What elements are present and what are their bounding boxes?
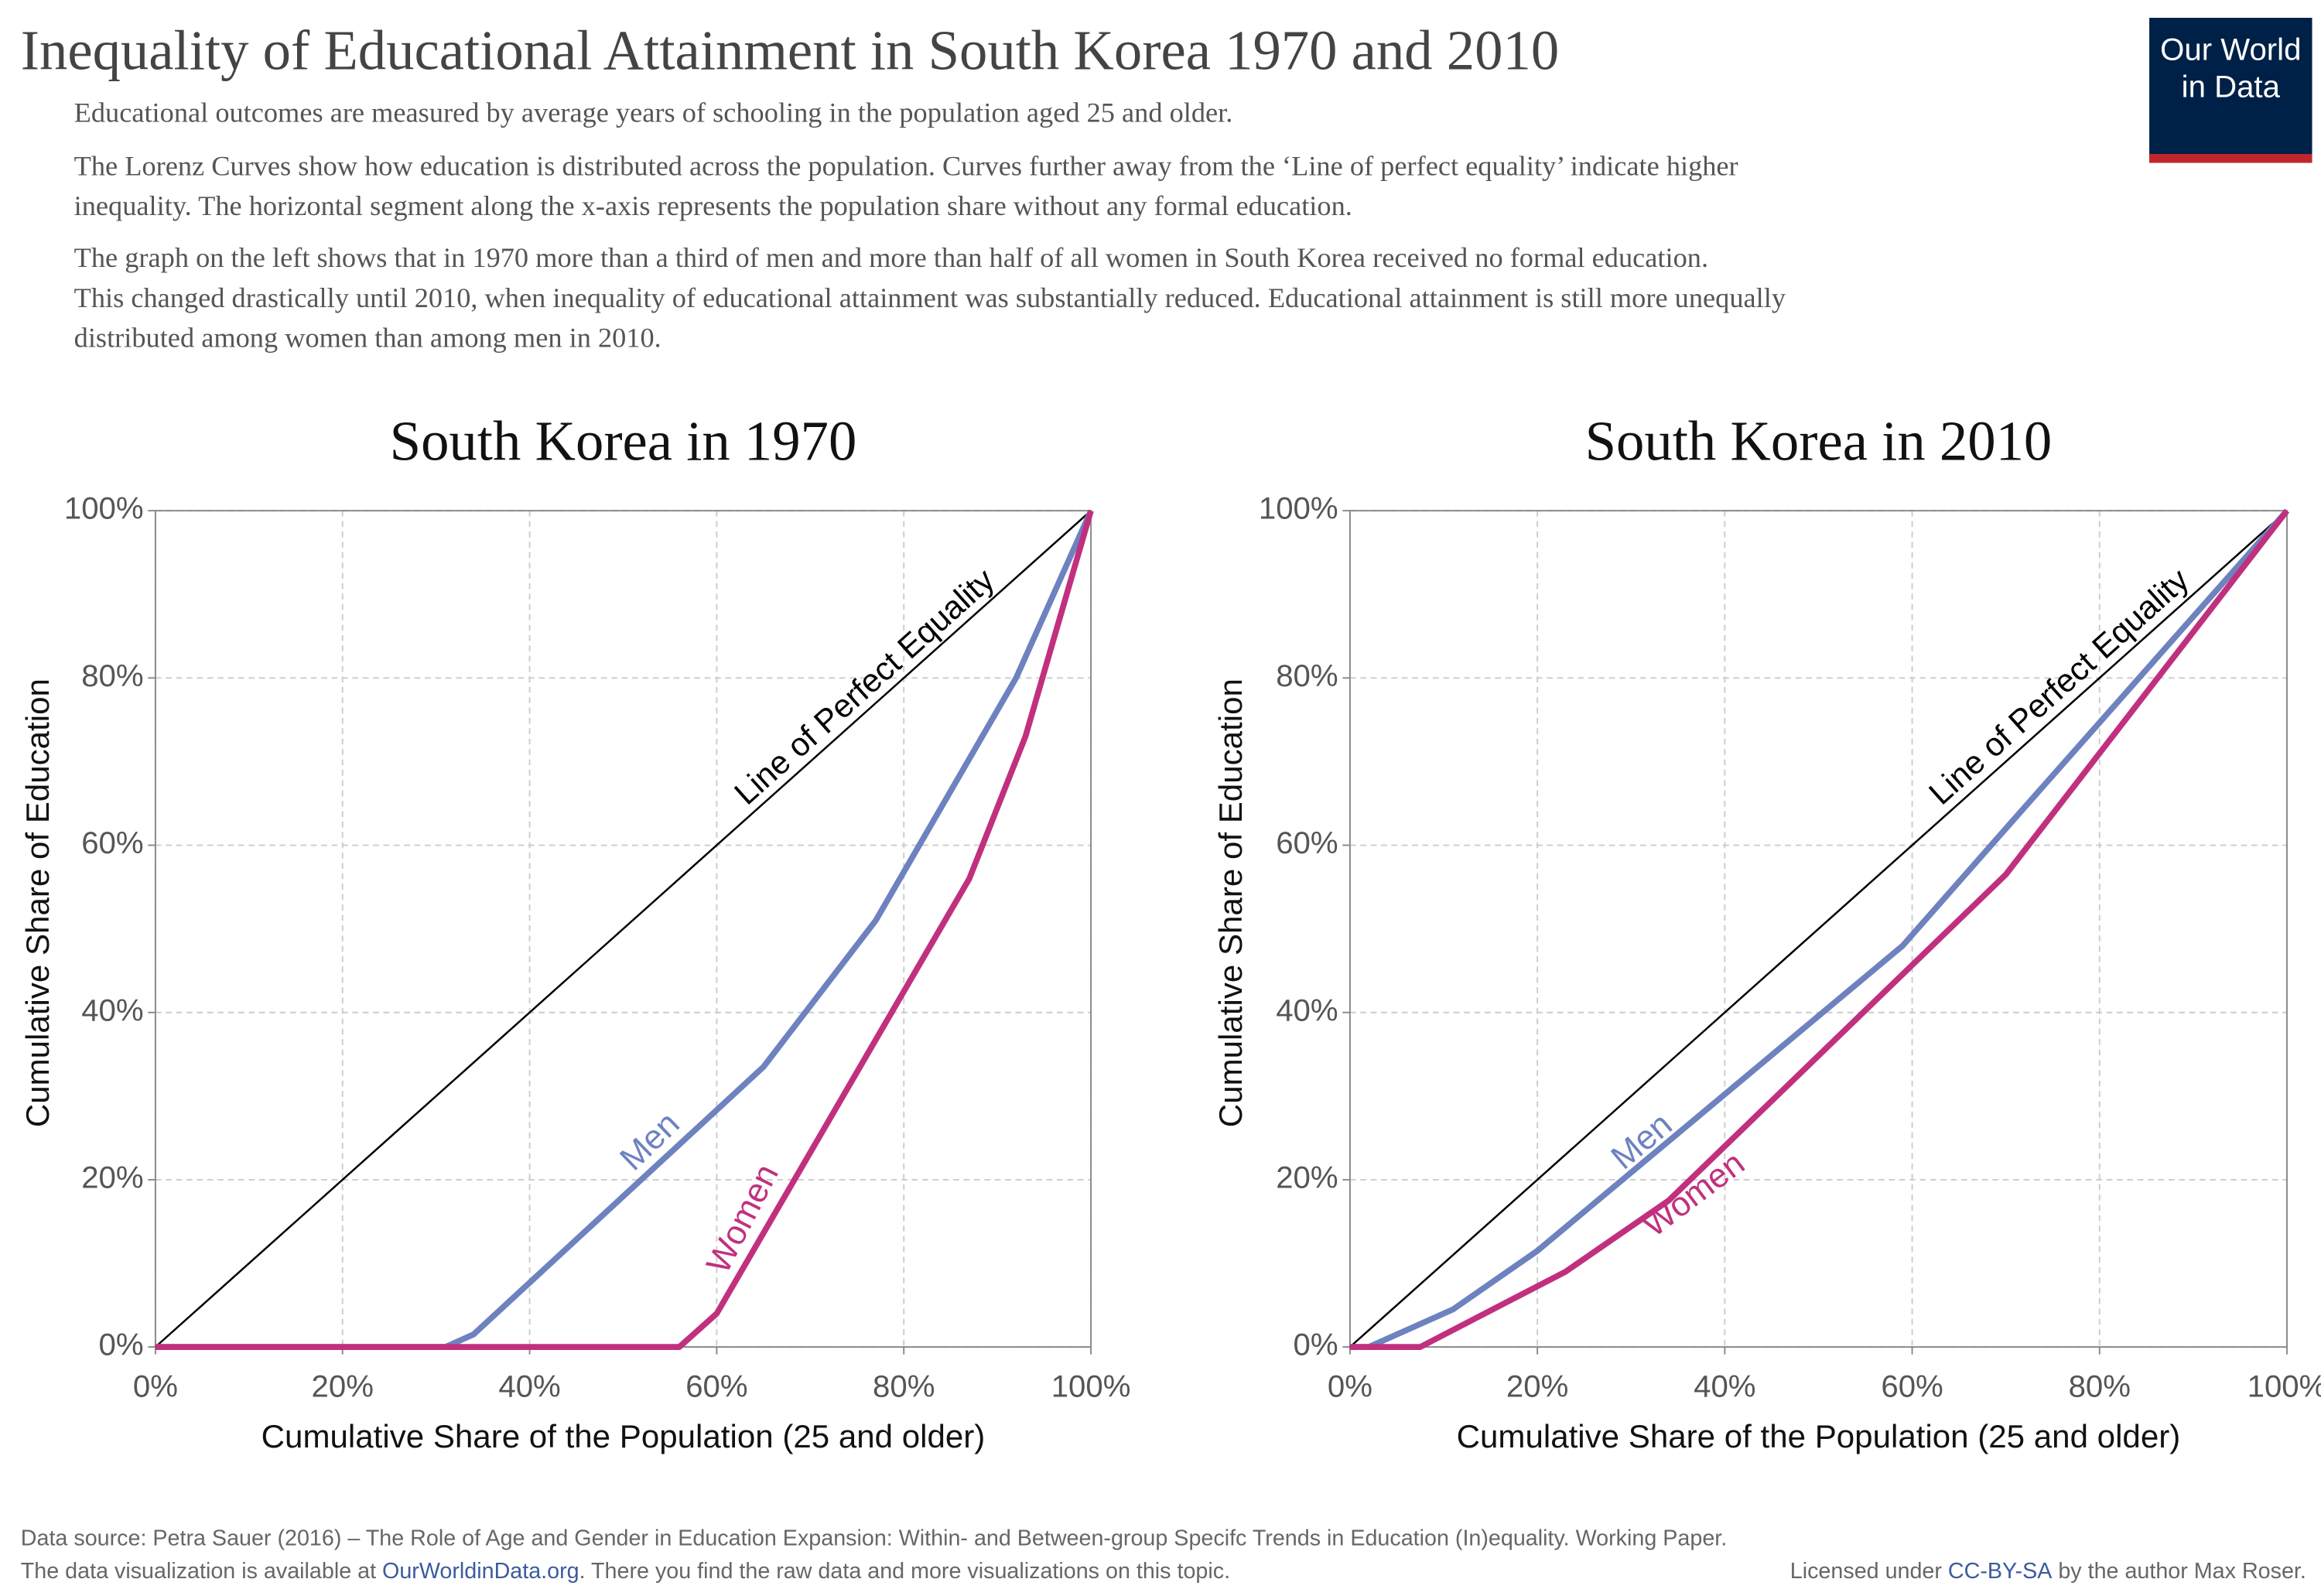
title: Inequality of Educational Attainment in …: [21, 19, 1559, 81]
note: The data visualization is available at O…: [21, 1559, 1230, 1584]
x-tick-label: 60%: [1881, 1369, 1943, 1403]
link[interactable]: CC-BY-SA: [1948, 1559, 2053, 1584]
y-axis-label: Cumulative Share of Education: [19, 678, 56, 1127]
x-tick-label: 40%: [1694, 1369, 1755, 1403]
x-tick-label: 80%: [873, 1369, 935, 1403]
subtitle-line: distributed among women than among men i…: [74, 322, 661, 353]
series-line: [1349, 508, 2290, 1350]
y-tick-label: 40%: [81, 993, 143, 1027]
logo-text: in Data: [2182, 69, 2281, 104]
y-tick-label: 80%: [81, 658, 143, 693]
y-tick-label: 60%: [81, 825, 143, 860]
series-line: [1349, 510, 2288, 1348]
subtitle-line: inequality. The horizontal segment along…: [74, 190, 1352, 221]
x-axis-label: Cumulative Share of the Population (25 a…: [261, 1418, 986, 1454]
x-tick-label: 0%: [133, 1369, 178, 1403]
series-line: [155, 510, 1094, 1350]
license-text: by the author Max Roser.: [2052, 1559, 2306, 1584]
y-tick-label: 60%: [1276, 825, 1338, 860]
x-axis-label: Cumulative Share of the Population (25 a…: [1457, 1418, 2181, 1454]
x-tick-label: 40%: [498, 1369, 560, 1403]
x-tick-label: 60%: [685, 1369, 747, 1403]
license: Licensed under CC-BY-SA by the author Ma…: [1790, 1559, 2306, 1584]
x-tick-label: 20%: [312, 1369, 374, 1403]
logo-text: Our World: [2160, 32, 2301, 67]
plot-border: [1349, 510, 2288, 1348]
y-tick-label: 20%: [81, 1160, 143, 1195]
y-tick-label: 0%: [99, 1328, 144, 1362]
y-tick-label: 20%: [1276, 1160, 1338, 1195]
link[interactable]: OurWorldinData.org: [382, 1559, 579, 1584]
x-tick-label: 80%: [2069, 1369, 2131, 1403]
x-tick-label: 20%: [1506, 1369, 1568, 1403]
subtitle-line: The Lorenz Curves show how education is …: [74, 151, 1738, 182]
y-tick-label: 40%: [1276, 993, 1338, 1027]
x-tick-label: 100%: [1051, 1369, 1131, 1403]
subtitle-line: This changed drastically until 2010, whe…: [74, 282, 1786, 313]
y-axis-label: Cumulative Share of Education: [1212, 678, 1249, 1127]
series-line: [155, 510, 1092, 1348]
subtitle-line: The graph on the left shows that in 1970…: [74, 242, 1708, 273]
y-tick-label: 100%: [64, 491, 144, 526]
subtitle-line: Educational outcomes are measured by ave…: [74, 97, 1233, 128]
note-text: The data visualization is available at: [21, 1559, 382, 1584]
license-text: Licensed under: [1790, 1559, 1948, 1584]
y-tick-label: 100%: [1259, 491, 1338, 526]
chart-title: South Korea in 1970: [390, 410, 857, 473]
y-tick-label: 0%: [1294, 1328, 1338, 1362]
logo-bar: [2149, 154, 2312, 163]
chart-title: South Korea in 2010: [1585, 410, 2053, 473]
x-tick-label: 0%: [1328, 1369, 1372, 1403]
logo-box: [2149, 18, 2312, 163]
y-tick-label: 80%: [1276, 658, 1338, 693]
source: Data source: Petra Sauer (2016) – The Ro…: [21, 1526, 1727, 1550]
note-text: . There you find the raw data and more v…: [579, 1559, 1230, 1584]
x-tick-label: 100%: [2248, 1369, 2321, 1403]
